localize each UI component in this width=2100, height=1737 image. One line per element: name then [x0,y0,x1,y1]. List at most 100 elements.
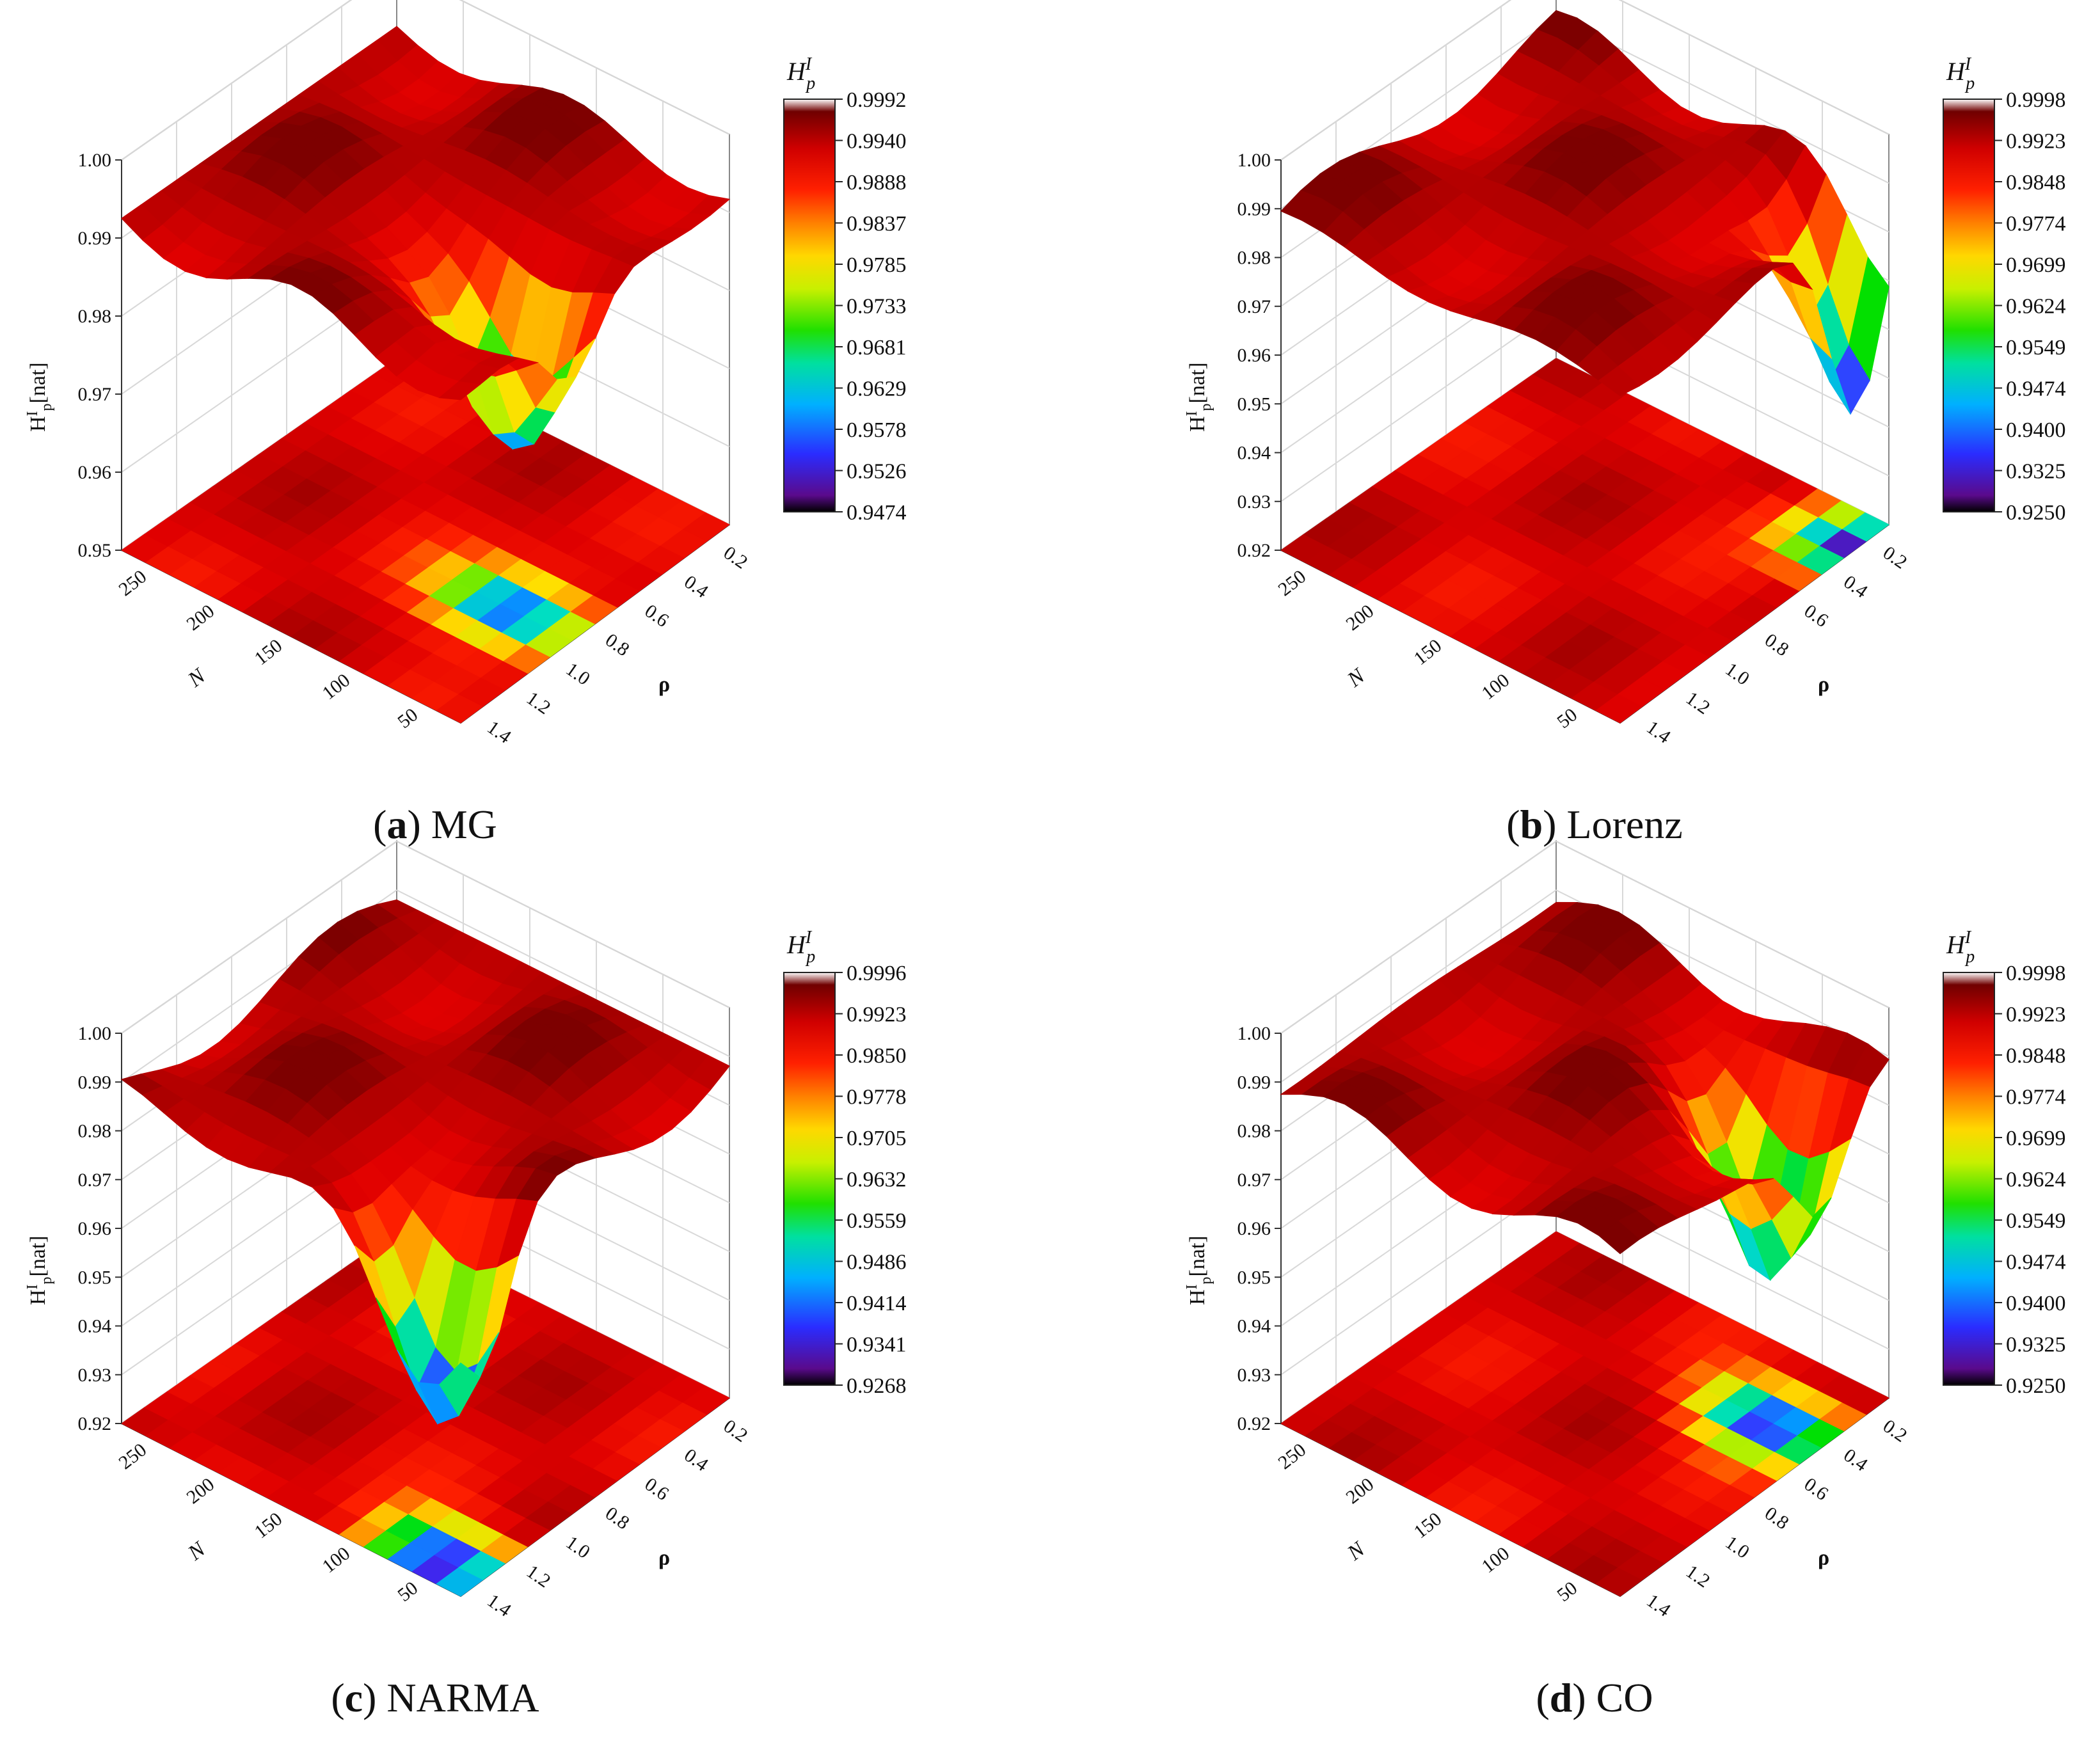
rho-tick-label: 0.4 [1840,571,1872,603]
colorbar-title-sub: p [805,74,815,93]
n-tick-label: 250 [1275,1440,1310,1474]
grid-line [396,841,730,1008]
surface [1280,10,1889,415]
z-axis-label-main: H [26,1289,50,1305]
colorbar-tick-label: 0.9632 [847,1168,907,1192]
colorbar-tick-label: 0.9474 [2006,1251,2066,1274]
z-tick-label: 0.96 [1237,1218,1271,1239]
z-tick-label: 0.98 [1237,1121,1271,1142]
colorbar-title: HI p [786,928,815,967]
z-axis-label-unit: [nat] [1186,1235,1209,1276]
z-axis-label-sub: p [1198,403,1214,411]
z-tick-label: 1.00 [1237,1023,1271,1044]
n-tick-label: 150 [1410,1509,1446,1543]
n-tick-label: 100 [1478,670,1514,704]
panel-caption: (d) CO [1536,1675,1653,1720]
z-tick-label: 1.00 [78,150,112,171]
rho-tick-label: 1.0 [562,1532,594,1563]
colorbar-title-sub: p [1964,74,1975,93]
n-tick-label: 200 [1342,1474,1378,1509]
z-axis-label-sub: p [38,403,55,411]
colorbar-tick-label: 0.9998 [2006,88,2066,112]
caption-text: CO [1596,1675,1653,1720]
z-tick-label: 0.94 [78,1316,112,1337]
caption-paren-close: ) [407,802,431,847]
z-tick-label: 0.96 [1237,345,1271,366]
colorbar-tick-label: 0.9624 [2006,1168,2066,1192]
rho-tick-label: 1.4 [1643,717,1674,748]
caption-text: Lorenz [1567,802,1683,847]
z-tick-label: 0.94 [1237,1316,1271,1337]
colorbar-tick-label: 0.9325 [2006,1333,2066,1357]
colorbar-tick-label: 0.9699 [2006,1127,2066,1150]
z-axis: 1.00 0.99 0.98 0.97 0.96 0.95 0.94 0.93 0.92 HIp[… [24,1023,122,1434]
grid-line [396,889,730,1058]
n-tick-label: 250 [1275,566,1310,601]
rho-tick-label: 0.6 [1801,600,1833,631]
panel-d: 1.000.990.980.970.960.950.940.930.92HIp[… [1184,840,2066,1720]
grid-line [1555,841,1889,1008]
colorbar-tick-label: 0.9629 [847,377,907,401]
n-tick-label: 200 [183,1474,219,1509]
panel-caption: (a) MG [373,802,497,847]
colorbar-title-main: H [786,57,807,86]
n-tick-label: 200 [1342,601,1378,635]
z-axis-label-main: H [26,416,50,432]
rho-axis-label: ρ [1818,673,1829,697]
z-tick-label: 0.99 [1237,1072,1271,1093]
z-axis-label: HIp[nat] [1184,362,1214,432]
colorbar-title-main: H [1946,930,1966,959]
floor-contour [1280,1231,1889,1597]
floor-contour [121,358,730,724]
z-axis-label-sub: p [1198,1276,1214,1284]
colorbar-title-sup: I [805,928,813,948]
z-tick-label: 0.99 [78,1072,112,1093]
grid-line [121,841,397,1034]
z-axis: 1.00 0.99 0.98 0.97 0.96 0.95 0.94 0.93 0.92 HIp[… [1184,150,1281,561]
colorbar-title-sup: I [1964,928,1972,948]
z-tick-label: 0.94 [1237,443,1271,464]
caption-paren-close: ) [363,1675,386,1720]
colorbar-tick-label: 0.9474 [2006,377,2066,401]
colorbar-tick-label: 0.9785 [847,253,907,277]
colorbar-title-sup: I [1964,54,1972,74]
colorbar-tick-label: 0.9681 [847,336,907,360]
n-tick-label: 50 [394,1578,422,1606]
rho-axis-label: ρ [658,673,670,697]
colorbar-tick-label: 0.9888 [847,171,907,194]
z-tick-label: 0.98 [1237,248,1271,269]
n-tick-label: 250 [115,1440,151,1474]
colorbar-tick-label: 0.9549 [2006,1209,2066,1233]
rho-tick-label: 0.2 [720,1415,752,1447]
z-tick-label: 1.00 [78,1023,112,1044]
z-tick-label: 0.98 [78,306,112,327]
colorbar-tick-label: 0.9923 [2006,1003,2066,1027]
caption-paren-close: ) [1572,1675,1596,1720]
caption-letter: b [1520,802,1543,847]
rho-tick-label: 1.4 [483,1590,515,1621]
z-tick-label: 0.99 [1237,198,1271,219]
colorbar-tick-label: 0.9848 [2006,171,2066,194]
n-tick-label: 150 [251,1509,287,1543]
z-axis-label-sup: I [24,411,41,416]
colorbar-title: HI p [1946,928,1975,967]
n-tick-label: 50 [1553,704,1581,733]
colorbar: 0.9996 0.9923 0.9850 0.9778 0.9705 0.9632 0.95… [783,928,907,1398]
colorbar: 0.9998 0.9923 0.9848 0.9774 0.9699 0.9624 0.95… [1943,54,2066,525]
grid-line [1280,841,1557,1034]
z-tick-label: 0.93 [1237,491,1271,512]
rho-tick-label: 1.0 [562,658,594,690]
z-tick-label: 0.97 [1237,1170,1271,1191]
colorbar-tick-label: 0.9414 [847,1292,907,1315]
surface-cell [1598,365,1641,397]
colorbar-tick-label: 0.9341 [847,1333,907,1357]
z-tick-label: 0.97 [1237,296,1271,317]
surface-cell [439,1362,481,1416]
colorbar-tick-label: 0.9778 [847,1086,907,1109]
floor-cell [682,1385,730,1415]
panel-b: 1.000.990.980.970.960.950.940.930.92HIp[… [1184,0,2066,847]
grid-line [1280,0,1512,161]
n-axis-label: N [183,1537,211,1566]
rho-tick-label: 0.4 [1840,1445,1872,1476]
